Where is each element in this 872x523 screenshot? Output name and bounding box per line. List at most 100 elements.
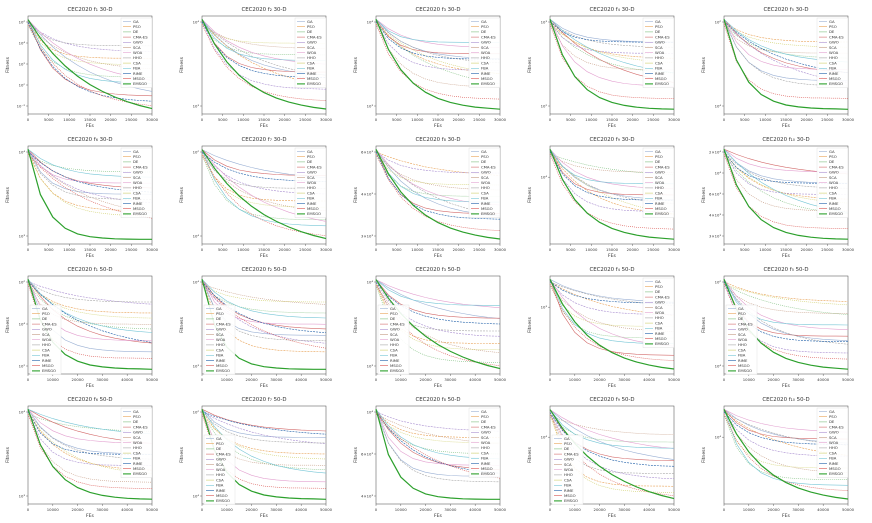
- x-tick-label: 20000: [801, 247, 814, 252]
- legend-entry: EMSGO: [133, 471, 147, 476]
- x-axis-label: FEs: [608, 513, 617, 519]
- series-line: [201, 283, 327, 314]
- legend-entry: EMSGO: [655, 211, 669, 216]
- x-tick-label: 0: [201, 247, 204, 252]
- legend-entry: RIME: [390, 358, 400, 363]
- y-axis-label: Fitness: [527, 446, 533, 463]
- legend-entry: DE: [307, 29, 313, 34]
- y-axis-label: Fitness: [701, 446, 707, 463]
- legend-entry: GWO: [216, 327, 226, 332]
- legend-entry: GA: [133, 19, 139, 24]
- y-tick-label: 10⁶: [19, 279, 26, 284]
- x-tick-label: 5000: [44, 117, 54, 122]
- y-tick-label: 4×10³: [709, 212, 721, 217]
- x-tick-label: 5000: [740, 117, 750, 122]
- legend-entry: GA: [481, 409, 487, 414]
- legend-entry: GA: [133, 409, 139, 414]
- y-tick-label: 2×10⁴: [709, 149, 721, 154]
- x-tick-label: 0: [723, 247, 726, 252]
- x-tick-label: 25000: [821, 117, 834, 122]
- series-line: [549, 414, 675, 435]
- y-axis-label: Fitness: [701, 56, 707, 73]
- legend-entry: DE: [481, 419, 487, 424]
- legend-entry: RIME: [133, 71, 143, 76]
- legend-entry: SCA: [564, 462, 572, 467]
- legend-entry: FBA: [481, 196, 489, 201]
- legend-entry: SCA: [133, 435, 141, 440]
- y-axis-label: Fitness: [701, 316, 707, 333]
- series-line: [201, 21, 327, 90]
- x-tick-label: 40000: [469, 377, 482, 382]
- x-axis-label: FEs: [608, 383, 617, 389]
- y-tick-label: 10²: [19, 61, 26, 66]
- series-line: [375, 23, 501, 75]
- legend-entry: MSGO: [829, 76, 841, 81]
- y-axis-label: Fitness: [527, 316, 533, 333]
- y-tick-label: 10⁶: [19, 19, 26, 24]
- series-line: [549, 151, 675, 212]
- legend-entry: GWO: [481, 170, 491, 175]
- series-line: [723, 153, 849, 204]
- x-tick-label: 20000: [246, 507, 259, 512]
- y-tick-label: 10⁴: [367, 409, 374, 414]
- legend-entry: FBA: [133, 456, 141, 461]
- legend-entry: GA: [655, 149, 661, 154]
- legend-entry: CSA: [133, 450, 141, 455]
- y-tick-label: 10⁴: [715, 103, 722, 108]
- x-axis-label: FEs: [86, 123, 95, 129]
- series-line: [549, 279, 675, 370]
- chart-svg: CEC2020 f₇ 30-D 0 5000 10000 15000 20000 25000…: [179, 137, 333, 259]
- y-axis-label: Fitness: [5, 446, 11, 463]
- x-tick-label: 40000: [295, 507, 308, 512]
- series-line: [27, 24, 153, 106]
- legend-entry: SCA: [307, 45, 315, 50]
- y-tick-label: 3×10³: [709, 233, 721, 238]
- chart-panel: CEC2020 f₄ 50-D 0 10000 20000 30000 40000 5000…: [524, 262, 698, 392]
- x-tick-label: 40000: [643, 377, 656, 382]
- y-tick-label: 10³: [367, 103, 374, 108]
- chart-title: CEC2020 f₁ 30-D: [67, 7, 112, 13]
- y-tick-label: 10⁴: [19, 40, 26, 45]
- x-tick-label: 30000: [96, 507, 109, 512]
- series-line: [27, 409, 153, 500]
- plot-frame: [549, 405, 675, 505]
- legend-entry: RIME: [133, 201, 143, 206]
- chart-title: CEC2020 f₇ 50-D: [241, 397, 286, 403]
- chart-title: CEC2020 f₁₀ 50-D: [762, 397, 809, 403]
- x-tick-label: 20000: [768, 507, 781, 512]
- chart-svg: CEC2020 f₁₀ 50-D 0 10000 20000 30000 40000 500…: [701, 397, 855, 519]
- legend-entry: GA: [564, 436, 570, 441]
- legend-entry: PSO: [216, 441, 224, 446]
- legend-entry: CMA-ES: [390, 321, 405, 326]
- legend-entry: CSA: [42, 347, 50, 352]
- legend-entry: CMA-ES: [42, 321, 57, 326]
- legend-entry: WOA: [564, 467, 574, 472]
- x-tick-label: 0: [549, 377, 552, 382]
- y-tick-label: 10⁶: [193, 149, 200, 154]
- y-tick-label: 6×10³: [361, 149, 373, 154]
- series-line: [201, 408, 327, 438]
- y-tick-label: 6×10³: [709, 191, 721, 196]
- chart-panel: CEC2020 f₁₀ 30-D 0 5000 10000 15000 20000 2500…: [698, 132, 872, 262]
- y-tick-label: 10²: [541, 103, 548, 108]
- legend-entry: PSO: [216, 311, 224, 316]
- x-tick-label: 50000: [320, 377, 333, 382]
- chart-panel: CEC2020 f₈ 30-D 0 5000 10000 15000 20000 25000…: [350, 132, 524, 262]
- legend-entry: CSA: [390, 347, 398, 352]
- legend-entry: CMA-ES: [655, 294, 670, 299]
- x-tick-label: 10000: [759, 117, 772, 122]
- x-tick-label: 10000: [569, 507, 582, 512]
- legend-entry: DE: [216, 316, 222, 321]
- legend-entry: SCA: [481, 435, 489, 440]
- legend-entry: HHO: [829, 445, 838, 450]
- series-line: [27, 281, 153, 305]
- series-line: [27, 24, 152, 78]
- legend-entry: HHO: [481, 55, 490, 60]
- x-tick-label: 20000: [246, 377, 259, 382]
- legend-entry: PSO: [738, 311, 746, 316]
- series-line: [723, 149, 849, 240]
- series-line: [549, 284, 675, 361]
- y-tick-label: 10³: [541, 305, 548, 310]
- plot-frame: [201, 405, 327, 505]
- legend-entry: DE: [133, 419, 139, 424]
